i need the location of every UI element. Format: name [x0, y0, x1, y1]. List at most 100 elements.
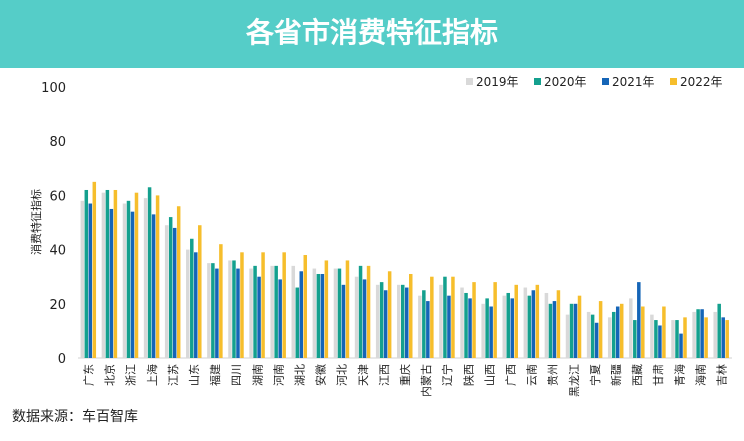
x-tick-label: 江西 [378, 364, 391, 386]
x-tick-label: 湖北 [294, 364, 307, 386]
bar-湖北-2021年 [299, 271, 304, 358]
bar-江苏-2020年 [168, 217, 173, 358]
bar-江西-2022年 [387, 271, 392, 358]
bar-北京-2022年 [113, 189, 118, 358]
bar-重庆-2021年 [405, 287, 409, 358]
bar-四川-2022年 [240, 252, 244, 358]
bar-安徽-2022年 [324, 260, 329, 358]
bar-重庆-2020年 [401, 284, 405, 358]
x-tick-label: 黑龙江 [568, 364, 581, 397]
bar-青海-2021年 [679, 333, 683, 358]
legend-label: 2022年 [680, 75, 723, 89]
bar-内蒙古-2019年 [418, 295, 422, 358]
y-tick-label: 80 [49, 135, 66, 150]
bar-新疆-2019年 [607, 317, 612, 358]
legend-swatch [602, 78, 609, 85]
bar-海南-2022年 [704, 317, 708, 358]
bar-新疆-2020年 [611, 311, 616, 358]
bar-河北-2021年 [341, 284, 346, 358]
bar-山东-2020年 [190, 238, 194, 358]
x-tick-label: 安徽 [314, 364, 328, 386]
bar-湖北-2019年 [291, 265, 296, 358]
bar-河南-2019年 [270, 265, 274, 358]
bar-辽宁-2020年 [443, 276, 447, 358]
bar-宁夏-2022年 [598, 301, 603, 358]
bar-贵州-2020年 [548, 303, 553, 358]
bar-陕西-2022年 [472, 282, 476, 358]
bar-河北-2020年 [337, 268, 342, 358]
bar-山西-2022年 [493, 282, 497, 358]
bar-福建-2020年 [211, 263, 215, 358]
bar-北京-2021年 [109, 208, 114, 358]
bar-宁夏-2020年 [590, 314, 595, 358]
bar-北京-2020年 [105, 189, 110, 358]
x-tick-label: 浙江 [125, 364, 138, 386]
bar-天津-2020年 [358, 265, 363, 358]
bar-广西-2022年 [514, 284, 518, 358]
bar-青海-2020年 [675, 320, 679, 358]
y-tick-label: 40 [49, 244, 66, 259]
bar-黑龙江-2019年 [565, 314, 570, 358]
bar-贵州-2022年 [556, 290, 561, 358]
bar-云南-2021年 [531, 290, 536, 358]
x-tick-label: 海南 [693, 364, 707, 386]
bar-上海-2021年 [151, 214, 156, 358]
bar-重庆-2022年 [409, 273, 413, 358]
bar-甘肃-2022年 [662, 306, 666, 358]
bar-青海-2019年 [671, 320, 675, 358]
bar-天津-2019年 [354, 276, 359, 358]
legend-swatch [534, 78, 541, 85]
y-tick-label: 100 [41, 81, 66, 96]
x-tick-label: 云南 [526, 364, 539, 386]
bar-山东-2022年 [198, 225, 202, 358]
legend-label: 2019年 [476, 75, 519, 89]
bar-云南-2019年 [523, 287, 528, 358]
bar-海南-2021年 [700, 309, 704, 358]
bar-甘肃-2021年 [658, 325, 662, 358]
bar-吉林-2021年 [721, 317, 725, 358]
page-title: 各省市消费特征指标 [0, 0, 744, 68]
bar-云南-2022年 [535, 284, 540, 358]
bar-山西-2019年 [481, 303, 485, 358]
bar-安徽-2021年 [320, 273, 325, 358]
bar-甘肃-2020年 [654, 320, 658, 358]
legend-swatch [466, 78, 473, 85]
bar-湖南-2019年 [249, 268, 253, 358]
x-tick-label: 江苏 [167, 364, 180, 386]
bar-吉林-2019年 [713, 311, 717, 358]
bar-天津-2022年 [366, 265, 371, 358]
bar-湖北-2022年 [303, 255, 308, 358]
bar-河北-2019年 [333, 268, 338, 358]
bar-山东-2021年 [194, 252, 198, 358]
bar-山西-2021年 [489, 306, 493, 358]
bar-江苏-2021年 [172, 227, 177, 358]
bar-辽宁-2021年 [447, 295, 451, 358]
bar-黑龙江-2022年 [577, 295, 582, 358]
y-axis-label: 消费特征指标 [29, 189, 43, 255]
bar-上海-2020年 [147, 187, 152, 358]
x-tick-label: 西藏 [631, 364, 644, 386]
bar-广西-2020年 [506, 292, 510, 358]
bar-浙江-2019年 [122, 203, 127, 358]
bar-吉林-2020年 [717, 303, 721, 358]
bar-四川-2021年 [236, 268, 240, 358]
bar-陕西-2021年 [468, 298, 472, 358]
bar-西藏-2021年 [637, 282, 641, 358]
bar-广西-2021年 [510, 298, 514, 358]
bar-河南-2020年 [274, 265, 278, 358]
bar-四川-2020年 [232, 260, 236, 358]
x-tick-label: 贵州 [547, 364, 560, 386]
x-tick-label: 辽宁 [440, 364, 454, 386]
bar-湖南-2022年 [261, 252, 265, 358]
bar-湖北-2020年 [295, 287, 300, 358]
bar-江西-2019年 [375, 284, 380, 358]
bar-安徽-2020年 [316, 273, 321, 358]
bar-广东-2021年 [88, 203, 93, 358]
bar-黑龙江-2020年 [569, 303, 574, 358]
bar-辽宁-2019年 [439, 284, 443, 358]
y-tick-label: 60 [49, 189, 66, 204]
bar-广西-2019年 [502, 295, 506, 358]
x-tick-label: 新疆 [609, 364, 623, 386]
x-tick-label: 四川 [230, 364, 243, 386]
bar-福建-2019年 [207, 263, 211, 358]
